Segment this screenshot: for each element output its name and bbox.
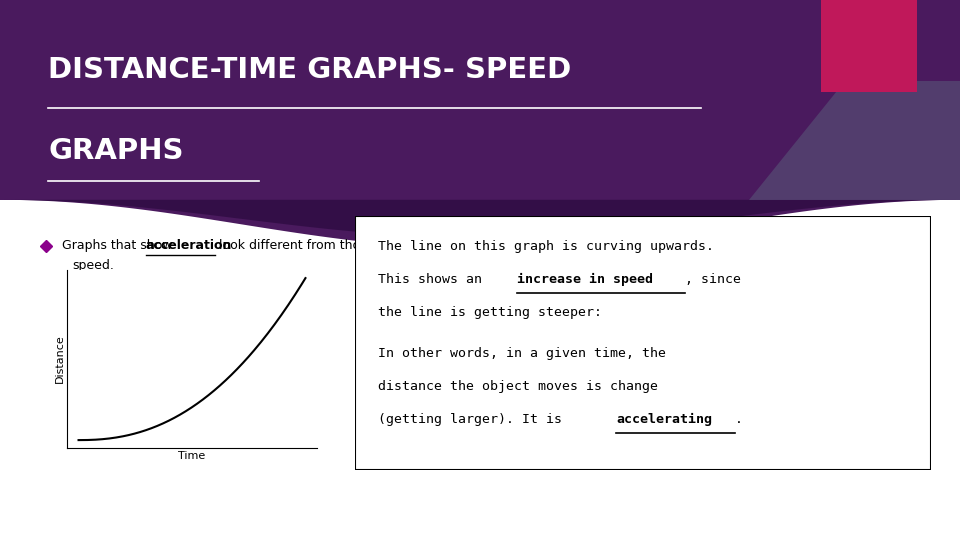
Text: GRAPHS: GRAPHS bbox=[48, 137, 183, 165]
Text: This shows an: This shows an bbox=[378, 273, 491, 286]
Polygon shape bbox=[749, 81, 960, 200]
Text: (getting larger). It is: (getting larger). It is bbox=[378, 413, 570, 426]
Text: increase in speed: increase in speed bbox=[516, 273, 653, 286]
Text: , since: , since bbox=[685, 273, 741, 286]
Text: accelerating: accelerating bbox=[616, 413, 712, 426]
FancyBboxPatch shape bbox=[0, 0, 960, 200]
FancyBboxPatch shape bbox=[821, 0, 917, 92]
Text: Graphs that show: Graphs that show bbox=[62, 239, 177, 252]
Text: speed.: speed. bbox=[72, 259, 114, 272]
Text: distance the object moves is change: distance the object moves is change bbox=[378, 380, 659, 393]
Text: .: . bbox=[735, 413, 743, 426]
Text: look different from those that show constant: look different from those that show cons… bbox=[215, 239, 498, 252]
Y-axis label: Distance: Distance bbox=[55, 335, 64, 383]
Text: acceleration: acceleration bbox=[146, 239, 232, 252]
Text: In other words, in a given time, the: In other words, in a given time, the bbox=[378, 347, 666, 360]
Text: the line is getting steeper:: the line is getting steeper: bbox=[378, 306, 602, 319]
Text: The line on this graph is curving upwards.: The line on this graph is curving upward… bbox=[378, 240, 714, 253]
Polygon shape bbox=[0, 0, 960, 248]
Polygon shape bbox=[0, 200, 960, 238]
FancyBboxPatch shape bbox=[355, 216, 931, 470]
Text: DISTANCE-TIME GRAPHS- SPEED: DISTANCE-TIME GRAPHS- SPEED bbox=[48, 56, 571, 84]
X-axis label: Time: Time bbox=[179, 451, 205, 461]
